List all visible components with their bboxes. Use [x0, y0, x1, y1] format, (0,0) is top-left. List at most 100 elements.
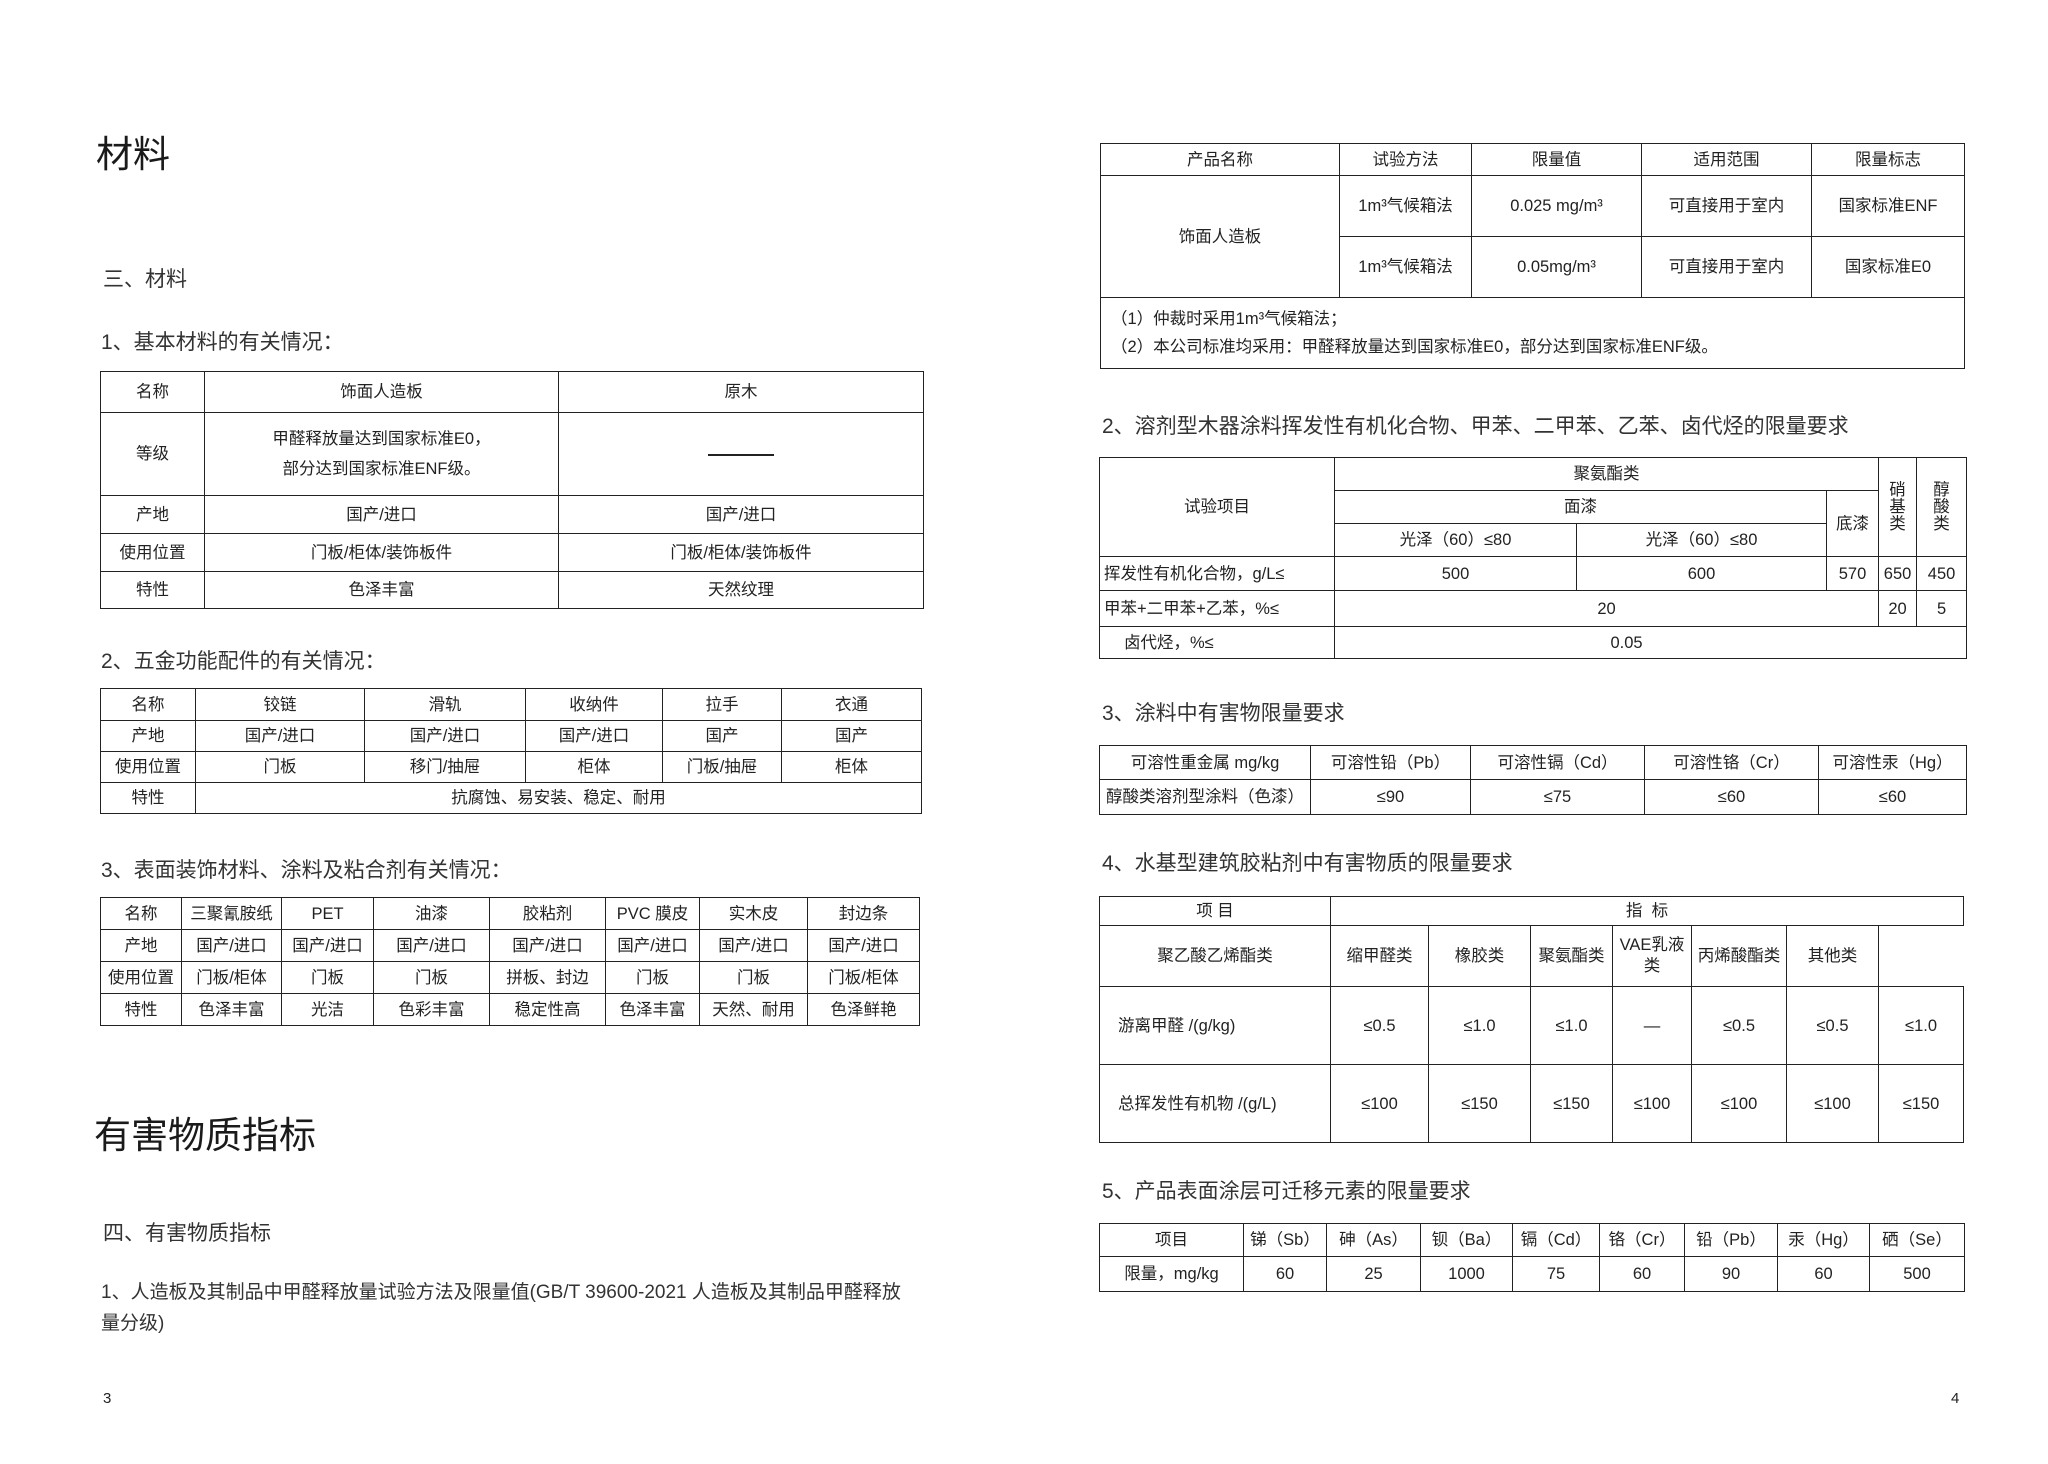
paragraph-line: 量分级)	[101, 1313, 165, 1334]
cell: 钡（Ba）	[1420, 1223, 1513, 1257]
cell: ≤1.0	[1428, 986, 1531, 1065]
table-row: 产地 国产/进口 国产/进口 国产/进口 国产 国产	[100, 720, 922, 752]
cell: 国家标准ENF	[1811, 175, 1965, 237]
table-header-row: 光泽（60）≤80 光泽（60）≤80	[1100, 523, 1967, 557]
cell: 天然、耐用	[699, 993, 808, 1026]
cell: 25	[1326, 1256, 1421, 1292]
cell: 项目	[1099, 1223, 1244, 1257]
table-row: 使用位置 门板 移门/抽屉 柜体 门板/抽屉 柜体	[100, 751, 922, 783]
cell: 色泽丰富	[204, 571, 559, 609]
header-cell: 项 目	[1099, 896, 1331, 926]
vertical-label-nitro: 硝基类	[1889, 480, 1906, 533]
cell: 特性	[100, 571, 205, 609]
cell: 国产/进口	[195, 720, 365, 752]
header-cell: 可溶性汞（Hg）	[1818, 745, 1967, 780]
cell: 色泽丰富	[605, 993, 700, 1026]
grade-cell-empty	[558, 412, 924, 496]
cell: 75	[1512, 1256, 1600, 1292]
header-cell: 饰面人造板	[204, 371, 559, 413]
cell: 镉（Cd）	[1512, 1223, 1600, 1257]
cell: 570	[1825, 556, 1880, 591]
cell: 国产/进口	[364, 720, 526, 752]
table-caption: 2、五金功能配件的有关情况：	[101, 650, 386, 673]
header-cell: 名称	[100, 371, 205, 413]
table-row: 醇酸类溶剂型涂料（色漆） ≤90 ≤75 ≤60 ≤60	[1099, 779, 1967, 815]
notes-cell: （1）仲裁时采用1m³气候箱法； （2）本公司标准均采用：甲醛释放量达到国家标准E…	[1100, 297, 1965, 369]
table-row: 名称 三聚氰胺纸 PET 油漆 胶粘剂 PVC 膜皮 实木皮 封边条	[100, 897, 920, 930]
cell: 名称	[100, 897, 182, 930]
cell: 500	[1334, 556, 1577, 591]
header-cell: 光泽（60）≤80	[1576, 523, 1827, 557]
cell: ≤100	[1330, 1064, 1429, 1143]
basic-materials-table: 名称 饰面人造板 原木 等级 甲醛释放量达到国家标准E0， 部分达到国家标准ENF…	[100, 371, 924, 609]
cell: —	[1612, 986, 1692, 1065]
page-title-materials: 材料	[96, 134, 170, 175]
cell: 铬（Cr）	[1599, 1223, 1685, 1257]
cell: 使用位置	[100, 533, 205, 572]
table-header-row: 产品名称 试验方法 限量值 适用范围 限量标志	[1100, 143, 1965, 176]
solvent-coating-table: 试验项目 聚氨酯类 硝基类 醇酸类 面漆 底漆 光泽（60）≤80 光泽（60）…	[1099, 457, 1968, 659]
table-row: 甲苯+二甲苯+乙苯，%≤ 20 20 5	[1099, 590, 1968, 627]
header-cell: 底漆	[1825, 490, 1880, 557]
cell: 国产/进口	[204, 495, 559, 534]
cell: 90	[1684, 1256, 1778, 1292]
table-row: 特性 抗腐蚀、易安装、稳定、耐用	[100, 782, 922, 814]
table-caption: 3、涂料中有害物限量要求	[1102, 702, 1345, 725]
cell: 门板	[605, 961, 700, 994]
cell: 500	[1869, 1256, 1965, 1292]
header-cell: 面漆	[1334, 490, 1827, 524]
surface-materials-table: 名称 三聚氰胺纸 PET 油漆 胶粘剂 PVC 膜皮 实木皮 封边条 产地 国产/进口 国产/进口国…	[100, 897, 920, 1026]
table-row: 挥发性有机化合物，g/L≤ 500 600 570 650 450	[1099, 556, 1968, 591]
page-number: 4	[1951, 1390, 1960, 1407]
table-caption: 4、水基型建筑胶粘剂中有害物质的限量要求	[1102, 852, 1513, 875]
table-row: 游离甲醛 /(g/kg) ≤0.5 ≤1.0 ≤1.0— ≤0.5 ≤0.5 ≤1.0	[1099, 986, 1965, 1065]
cell: 门板	[281, 961, 374, 994]
cell: 门板/柜体/装饰板件	[204, 533, 559, 572]
note: （1）仲裁时采用1m³气候箱法；	[1111, 310, 1347, 328]
cell: 可直接用于室内	[1641, 236, 1812, 298]
table-row: 产地 国产/进口 国产/进口 国产/进口 国产/进口 国产/进口 国产/进口 国产/进口	[100, 929, 920, 962]
header-cell: 限量值	[1471, 143, 1642, 176]
cell: 门板	[373, 961, 490, 994]
cell: PET	[281, 897, 374, 930]
cell: 0.05mg/m³	[1471, 236, 1642, 298]
cell: ≤60	[1644, 779, 1819, 815]
cell: 卤代烃，%≤	[1099, 626, 1335, 659]
vertical-label-alkyd: 醇酸类	[1933, 480, 1950, 533]
cell: 国产/进口	[489, 929, 606, 962]
cell: ≤0.5	[1691, 986, 1787, 1065]
cell: 饰面人造板	[1100, 175, 1340, 298]
cell: 国产	[781, 720, 922, 752]
cell: VAE乳液类	[1612, 925, 1692, 987]
cell: 总挥发性有机物 /(g/L)	[1099, 1064, 1331, 1143]
cell: 使用位置	[100, 751, 196, 783]
row-label: 等级	[100, 412, 205, 496]
cell: ≤150	[1428, 1064, 1531, 1143]
cell: 硒（Se）	[1869, 1223, 1965, 1257]
cell: 450	[1916, 556, 1968, 591]
cell: 油漆	[373, 897, 490, 930]
cell: ≤90	[1310, 779, 1471, 815]
table-row: 使用位置 门板/柜体/装饰板件 门板/柜体/装饰板件	[100, 533, 924, 572]
cell: 可直接用于室内	[1641, 175, 1812, 237]
cell: 国产/进口	[281, 929, 374, 962]
page-number: 3	[103, 1390, 112, 1407]
cell: 柜体	[781, 751, 922, 783]
cell: ≤150	[1530, 1064, 1613, 1143]
cell: ≤1.0	[1877, 986, 1965, 1065]
table-caption: 3、表面装饰材料、涂料及粘合剂有关情况：	[101, 859, 512, 882]
cell: 柜体	[525, 751, 663, 783]
cell: 门板	[699, 961, 808, 994]
cell: 光洁	[281, 993, 374, 1026]
cell: 国产	[662, 720, 782, 752]
notes-row: （1）仲裁时采用1m³气候箱法； （2）本公司标准均采用：甲醛释放量达到国家标准E…	[1100, 297, 1965, 369]
cell: 国产/进口	[807, 929, 920, 962]
table-header-row: 项 目 指 标	[1099, 896, 1965, 926]
paragraph-line: 1、人造板及其制品中甲醛释放量试验方法及限量值(GB/T 39600-2021 …	[101, 1282, 901, 1303]
grade-line: 部分达到国家标准ENF级。	[282, 460, 481, 478]
note: （2）本公司标准均采用：甲醛释放量达到国家标准E0，部分达到国家标准ENF级。	[1111, 338, 1718, 356]
cell: ≤100	[1786, 1064, 1879, 1143]
cell: 1000	[1420, 1256, 1513, 1292]
header-cell: 拉手	[662, 688, 782, 721]
cell: 门板	[195, 751, 365, 783]
